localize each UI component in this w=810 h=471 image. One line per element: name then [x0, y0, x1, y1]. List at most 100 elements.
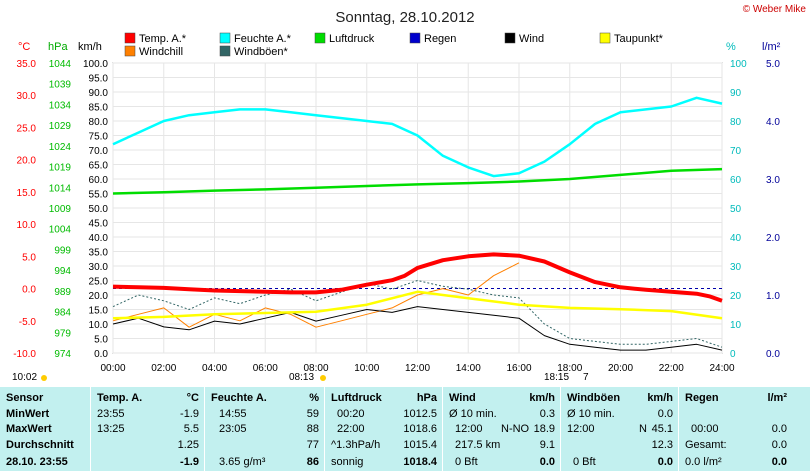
series-line-taupunkt [112, 290, 723, 320]
wind-max-direction: N-NO [501, 423, 530, 435]
legend-label: Wind [519, 33, 544, 45]
minwert-label: MinWert [6, 408, 50, 420]
pressure-tick: 979 [54, 328, 71, 339]
pressure-tick: 1044 [49, 59, 72, 70]
pressure-tick: 1019 [49, 163, 72, 174]
series-line-wind [112, 306, 723, 351]
wind-unit: km/h [529, 392, 555, 404]
wind-header: Wind [449, 392, 476, 404]
pressure-tick: 1034 [49, 100, 72, 111]
series-line-feuchtea [112, 96, 723, 178]
hum-avg-value: 77 [306, 439, 319, 451]
pressure-tick: 974 [54, 349, 71, 360]
col-gust: Windböen km/h Ø 10 min. 0.0 12:00 N 45.1… [560, 387, 679, 471]
legend-swatch [124, 45, 136, 57]
gust-bft: 0 Bft [573, 456, 596, 468]
copyright: © Weber Mike [743, 4, 807, 15]
sunset-time: 18:15 [544, 372, 569, 383]
wind-tick: 20.0 [89, 291, 109, 302]
hum-max-time: 23:05 [219, 423, 247, 435]
legend-label: Feuchte A.* [234, 33, 292, 45]
gust-max-time: 12:00 [567, 423, 595, 435]
wind-tick: 90.0 [89, 88, 109, 99]
press-max-value: 1018.6 [403, 423, 437, 435]
press-max-time: 22:00 [337, 423, 365, 435]
pressure-tick: 1014 [49, 183, 72, 194]
time-tick: 18:00 [557, 363, 582, 374]
temp-unit: °C [18, 41, 30, 53]
gust-min-label: Ø 10 min. [567, 408, 615, 420]
sun-times: 10:02 08:13 18:15 7 [12, 372, 589, 383]
gust-max-value: 45.1 [651, 423, 673, 435]
wind-max-time: 12:00 [455, 423, 483, 435]
wind-tick: 35.0 [89, 248, 109, 259]
sunrise-icon [320, 375, 326, 381]
legend-swatch [599, 32, 611, 44]
sun-icon [41, 375, 47, 381]
rain-tick: 0.0 [766, 349, 780, 360]
temp-tick: -5.0 [19, 317, 37, 328]
wind-tick: 5.0 [94, 335, 108, 346]
rain-unit: l/m² [767, 392, 787, 404]
summary-table: Sensor MinWert MaxWert Durchschnitt 28.1… [0, 387, 810, 471]
legend-label: Windböen* [234, 46, 289, 58]
time-tick: 24:00 [709, 363, 734, 374]
durchschnitt-label: Durchschnitt [6, 439, 74, 451]
temp-tick: 0.0 [22, 285, 36, 296]
time-tick: 16:00 [506, 363, 531, 374]
time-tick: 10:00 [354, 363, 379, 374]
time-tick: 04:00 [202, 363, 227, 374]
wind-tick: 50.0 [89, 204, 109, 215]
gust-unit: km/h [647, 392, 673, 404]
col-rain: Regen l/m² 00:00 0.0 Gesamt: 0.0 0.0 l/m… [678, 387, 795, 471]
wind-tick: 30.0 [89, 262, 109, 273]
wind-min-value: 0.3 [539, 408, 555, 420]
rain-tick: 5.0 [766, 59, 780, 70]
pressure-tick: 1004 [49, 225, 72, 236]
wind-unit: km/h [78, 41, 102, 53]
legend-label: Luftdruck [329, 33, 375, 45]
col-wind: Wind km/h Ø 10 min. 0.3 12:00 N-NO 18.9 … [442, 387, 561, 471]
press-min-time: 00:20 [337, 408, 365, 420]
press-trend: ^1.3hPa/h [331, 439, 381, 451]
wind-tick: 25.0 [89, 277, 109, 288]
time-tick: 22:00 [659, 363, 684, 374]
sunrise-time: 10:02 [12, 372, 37, 383]
pressure-tick: 1009 [49, 204, 72, 215]
gust-header: Windböen [567, 392, 621, 404]
time-tick: 06:00 [253, 363, 278, 374]
humidity-tick: 50 [730, 204, 742, 215]
rain-tick: 4.0 [766, 117, 780, 128]
rain-current-value: 0.0 [771, 456, 787, 468]
sunset-suffix: 7 [583, 372, 589, 383]
series-line-windchill [112, 262, 520, 328]
wind-distance: 217.5 km [455, 439, 501, 451]
temp-tick: 20.0 [17, 156, 37, 167]
legend-swatch [504, 32, 516, 44]
wind-tick: 55.0 [89, 190, 109, 201]
wind-tick: 0.0 [94, 349, 108, 360]
time-tick: 14:00 [456, 363, 481, 374]
temp-min-value: -1.9 [180, 408, 199, 420]
series-line-windben [112, 280, 723, 348]
hum-absolute: 3.65 g/m³ [219, 456, 266, 468]
series-line-luftdruck [112, 167, 723, 195]
temp-tick: 5.0 [22, 252, 36, 263]
humidity-unit: % [726, 41, 736, 53]
wind-max-value: 18.9 [533, 423, 555, 435]
temp-tick: -10.0 [13, 349, 36, 360]
series-line-tempa [112, 252, 723, 303]
temp-max-time: 13:25 [97, 423, 125, 435]
axis-units: °C hPa km/h % l/m² [18, 41, 781, 53]
hum-header: Feuchte A. [211, 392, 267, 404]
pressure-tick: 1039 [49, 80, 72, 91]
wind-avg-value: 9.1 [539, 439, 555, 451]
wind-current-value: 0.0 [539, 456, 555, 468]
humidity-tick: 80 [730, 117, 742, 128]
time-tick: 00:00 [100, 363, 125, 374]
hum-min-value: 59 [306, 408, 319, 420]
wind-tick: 80.0 [89, 117, 109, 128]
time-tick: 08:00 [303, 363, 328, 374]
temp-unit: °C [186, 392, 199, 404]
wind-bft: 0 Bft [455, 456, 478, 468]
